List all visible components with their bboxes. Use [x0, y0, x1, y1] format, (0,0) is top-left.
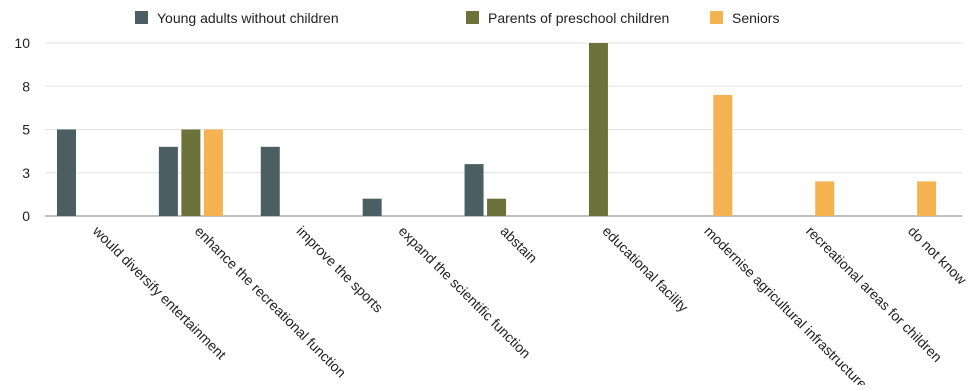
bar: [713, 94, 733, 216]
legend-label: Parents of preschool children: [488, 10, 669, 26]
legend-swatch: [135, 11, 148, 24]
legend: Young adults without children Parents of …: [135, 10, 779, 26]
legend-label: Seniors: [732, 10, 779, 26]
x-tick-label: educational facility: [599, 223, 691, 315]
x-tick-label: abstain: [497, 223, 540, 266]
bar: [260, 146, 280, 216]
bar: [588, 43, 608, 216]
legend-swatch: [466, 11, 479, 24]
y-tick-label: 0: [22, 208, 30, 224]
x-tick-label: improve the sports: [294, 223, 387, 316]
y-tick-label: 5: [22, 122, 30, 138]
legend-label: Young adults without children: [157, 10, 339, 26]
y-tick-label: 3: [22, 165, 30, 181]
bar: [203, 129, 223, 216]
bars: [57, 43, 937, 216]
bar: [158, 146, 178, 216]
x-tick-label: do not know: [905, 223, 967, 288]
y-tick-label: 10: [14, 35, 30, 51]
bar: [464, 164, 484, 216]
bar: [815, 181, 835, 216]
bar: [487, 198, 507, 216]
x-tick-label: modernise agricultural infrastructure: [701, 223, 870, 385]
legend-swatch: [710, 11, 723, 24]
y-axis: 0 3 5 8 10: [14, 35, 30, 224]
bar: [181, 129, 201, 216]
y-tick-label: 8: [22, 78, 30, 94]
bar: [362, 198, 382, 216]
bar: [917, 181, 937, 216]
bar: [57, 129, 76, 216]
